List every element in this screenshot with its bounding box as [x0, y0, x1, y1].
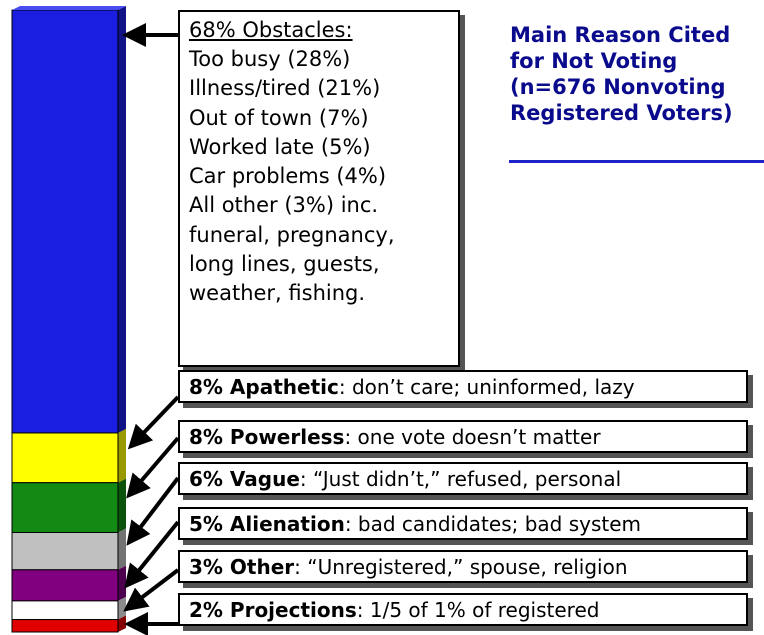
bar-segment-alienation [11, 565, 126, 602]
bar-segment-face [11, 600, 119, 621]
bar-top-face [12, 6, 126, 10]
reason-label: 8% Apathetic [189, 375, 339, 399]
reason-text: : don’t care; uninformed, lazy [338, 375, 635, 399]
obstacles-callout: 68% Obstacles: Too busy (28%) Illness/tir… [178, 10, 460, 367]
bar-segment-face [11, 531, 119, 571]
bar-segment-face [11, 619, 119, 633]
bar-segment-side [118, 6, 126, 433]
reason-apathetic: 8% Apathetic: don’t care; uninformed, la… [178, 370, 748, 403]
reason-label: 5% Alienation [189, 512, 345, 536]
bar-segment-face [11, 432, 119, 484]
reason-label: 3% Other [189, 555, 295, 579]
obstacle-item: Car problems (4%) [189, 164, 387, 189]
title-line: for Not Voting [510, 49, 678, 73]
reason-text: : “Unregistered,” spouse, religion [294, 555, 628, 579]
reason-powerless: 8% Powerless: one vote doesn’t matter [178, 420, 748, 453]
bar-segment-vague [11, 528, 126, 571]
reason-text: : “Just didn’t,” refused, personal [299, 467, 622, 491]
bar-segment-side [118, 478, 126, 533]
bar-segment-powerless [11, 478, 126, 533]
bar-segment-side [118, 565, 126, 601]
bar-segment-face [11, 9, 119, 434]
obstacle-item: funeral, pregnancy, [189, 222, 395, 247]
bar-segment-face [11, 482, 119, 533]
obstacle-item: long lines, guests, [189, 252, 380, 277]
reason-projections: 2% Projections: 1/5 of 1% of registered [178, 593, 748, 626]
chart-title: Main Reason Cited for Not Voting (n=676 … [510, 22, 760, 126]
reason-label: 6% Vague [189, 467, 300, 491]
obstacle-item: Illness/tired (21%) [189, 76, 381, 101]
bar-segment-side [118, 528, 126, 570]
obstacles-heading: 68% Obstacles: [189, 18, 353, 42]
stacked-bar-chart [11, 6, 126, 633]
title-line: Main Reason Cited [510, 23, 731, 47]
bar-segment-obstacles [11, 6, 126, 434]
bar-segment-apathetic [11, 428, 126, 484]
reason-text: : bad candidates; bad system [344, 512, 642, 536]
title-line: (n=676 Nonvoting [510, 75, 726, 99]
reason-alienation: 5% Alienation: bad candidates; bad syste… [178, 507, 748, 540]
obstacle-item: Worked late (5%) [189, 134, 371, 159]
reason-label: 2% Projections [189, 598, 357, 622]
title-line: Registered Voters) [510, 101, 733, 125]
obstacle-item: Too busy (28%) [189, 47, 351, 71]
reason-vague: 6% Vague: “Just didn’t,” refused, person… [178, 462, 748, 495]
reason-text: : one vote doesn’t matter [344, 425, 601, 449]
bar-segment-face [11, 569, 119, 602]
bar-segment-side [118, 428, 126, 483]
reason-other: 3% Other: “Unregistered,” spouse, religi… [178, 550, 748, 583]
obstacle-item: weather, fishing. [189, 281, 366, 306]
reason-text: : 1/5 of 1% of registered [356, 598, 600, 622]
title-underline [509, 160, 764, 163]
reason-label: 8% Powerless [189, 425, 345, 449]
obstacle-item: Out of town (7%) [189, 105, 369, 130]
obstacle-item: All other (3%) inc. [189, 193, 379, 218]
